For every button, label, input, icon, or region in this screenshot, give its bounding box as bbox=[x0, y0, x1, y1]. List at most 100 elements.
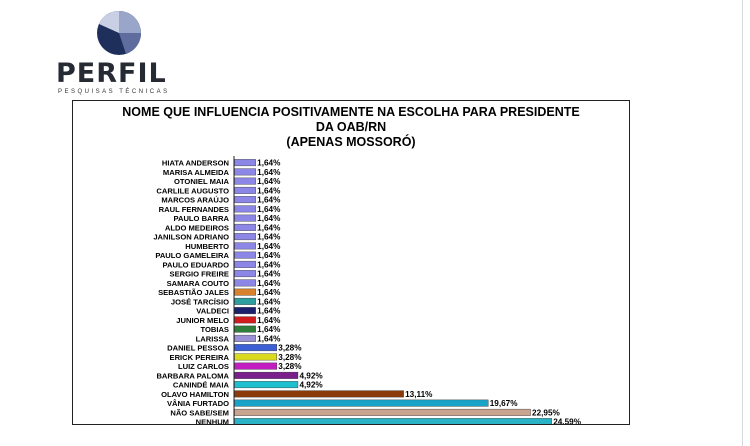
data-label: 19,67% bbox=[490, 399, 518, 408]
bar bbox=[234, 186, 256, 194]
category-label: NENHUM bbox=[196, 418, 229, 424]
data-label: 1,64% bbox=[257, 233, 281, 242]
logo-wordmark: PERFIL bbox=[56, 58, 167, 89]
category-label: SEBASTIÃO JALES bbox=[158, 288, 229, 297]
data-label: 1,64% bbox=[257, 334, 281, 343]
data-label: 3,28% bbox=[278, 344, 302, 353]
category-label: ALDO MEDEIROS bbox=[165, 223, 229, 232]
bar bbox=[234, 353, 278, 361]
data-label: 1,64% bbox=[257, 223, 281, 232]
data-label: 1,64% bbox=[257, 279, 281, 288]
data-label: 1,64% bbox=[257, 242, 281, 251]
data-label: 24,59% bbox=[553, 418, 581, 424]
bar bbox=[234, 233, 256, 241]
data-label: 22,95% bbox=[532, 408, 560, 417]
bar bbox=[234, 223, 256, 231]
data-label: 1,64% bbox=[257, 159, 281, 168]
bar bbox=[234, 371, 299, 379]
bar bbox=[234, 316, 256, 324]
bar bbox=[234, 251, 256, 259]
category-label: HIATA ANDERSON bbox=[162, 159, 229, 168]
data-label: 13,11% bbox=[405, 390, 433, 399]
chart-panel: NOME QUE INFLUENCIA POSITIVAMENTE NA ESC… bbox=[72, 100, 630, 425]
bar bbox=[234, 297, 256, 305]
category-label: CARLILE AUGUSTO bbox=[156, 186, 229, 195]
category-label: MARISA ALMEIDA bbox=[163, 168, 230, 177]
category-label: ERICK PEREIRA bbox=[170, 353, 230, 362]
bar bbox=[234, 168, 256, 176]
category-label: RAUL FERNANDES bbox=[159, 205, 229, 214]
data-label: 1,64% bbox=[257, 260, 281, 269]
bar bbox=[234, 288, 256, 296]
bar bbox=[234, 279, 256, 287]
category-label: SERGIO FREIRE bbox=[170, 270, 230, 279]
bar bbox=[234, 196, 256, 204]
bar bbox=[234, 214, 256, 222]
bar bbox=[234, 381, 299, 389]
category-label: OTONIEL MAIA bbox=[174, 177, 230, 186]
logo-pie-slice-light bbox=[119, 11, 141, 33]
bar bbox=[234, 344, 278, 352]
bar bbox=[234, 325, 256, 333]
data-label: 1,64% bbox=[257, 214, 281, 223]
category-label: BARBARA PALOMA bbox=[156, 371, 229, 380]
category-label: DANIEL PESSOA bbox=[167, 344, 229, 353]
chart-title-line-1: NOME QUE INFLUENCIA POSITIVAMENTE NA ESC… bbox=[122, 105, 580, 119]
bar bbox=[234, 408, 531, 416]
bar bbox=[234, 362, 278, 370]
perfil-logo: PERFIL PESQUISAS TÉCNICAS bbox=[56, 10, 186, 95]
data-label: 1,64% bbox=[257, 205, 281, 214]
data-label: 1,64% bbox=[257, 177, 281, 186]
category-label: SAMARA COUTO bbox=[167, 279, 230, 288]
category-label: JOSÉ TARCÍSIO bbox=[171, 297, 229, 306]
data-label: 1,64% bbox=[257, 168, 281, 177]
bar bbox=[234, 159, 256, 167]
bar-chart: HIATA ANDERSON 1,64% MARISA ALMEIDA 1,64% OT… bbox=[153, 156, 582, 424]
data-label: 1,64% bbox=[257, 288, 281, 297]
category-label: OLAVO HAMILTON bbox=[161, 390, 229, 399]
data-label: 1,64% bbox=[257, 316, 281, 325]
bar bbox=[234, 390, 404, 398]
category-label: PAULO GAMELEIRA bbox=[155, 251, 229, 260]
category-label: TOBIAS bbox=[200, 325, 229, 334]
chart-title-line-3: (APENAS MOSSORÓ) bbox=[286, 135, 416, 149]
data-label: 1,64% bbox=[257, 196, 281, 205]
category-label: MARCOS ARAÚJO bbox=[161, 196, 229, 205]
data-label: 1,64% bbox=[257, 251, 281, 260]
bar bbox=[234, 177, 256, 185]
category-label: HUMBERTO bbox=[185, 242, 229, 251]
category-label: JANILSON ADRIANO bbox=[153, 233, 229, 242]
category-label: CANINDÉ MAIA bbox=[173, 381, 230, 390]
data-label: 3,28% bbox=[278, 353, 302, 362]
category-label: VALDECI bbox=[196, 307, 229, 316]
bar bbox=[234, 242, 256, 250]
bar bbox=[234, 270, 256, 278]
data-label: 1,64% bbox=[257, 270, 281, 279]
chart-title-line-2: DA OAB/RN bbox=[315, 120, 387, 134]
logo-pie-slice-mid bbox=[119, 33, 142, 54]
bar bbox=[234, 260, 256, 268]
page-edge-line bbox=[742, 0, 743, 446]
category-label: VÂNIA FURTADO bbox=[167, 399, 229, 408]
data-label: 1,64% bbox=[257, 297, 281, 306]
category-label: NÃO SABE/SEM bbox=[170, 408, 229, 417]
bar bbox=[234, 334, 256, 342]
bar bbox=[234, 307, 256, 315]
data-label: 3,28% bbox=[278, 362, 302, 371]
category-label: PAULO BARRA bbox=[173, 214, 229, 223]
category-label: LARISSA bbox=[196, 334, 230, 343]
logo-pie-slice-pale bbox=[99, 11, 119, 33]
bar bbox=[234, 418, 552, 424]
pie-logo-icon bbox=[97, 11, 142, 55]
data-label: 1,64% bbox=[257, 186, 281, 195]
data-label: 1,64% bbox=[257, 325, 281, 334]
category-label: PAULO EDUARDO bbox=[162, 260, 229, 269]
data-label: 4,92% bbox=[299, 381, 323, 390]
bar bbox=[234, 399, 489, 407]
category-label: LUIZ CARLOS bbox=[178, 362, 229, 371]
data-label: 4,92% bbox=[299, 371, 323, 380]
chart-title: NOME QUE INFLUENCIA POSITIVAMENTE NA ESC… bbox=[73, 105, 629, 150]
data-label: 1,64% bbox=[257, 307, 281, 316]
bar bbox=[234, 205, 256, 213]
category-label: JUNIOR MELO bbox=[176, 316, 229, 325]
